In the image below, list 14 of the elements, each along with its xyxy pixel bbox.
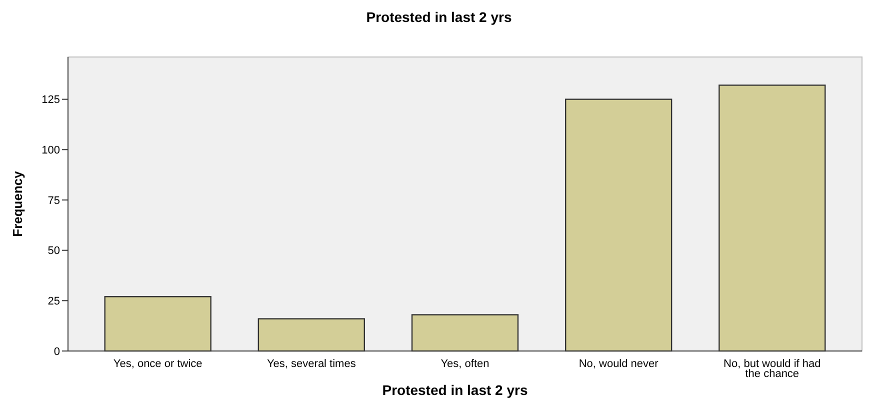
y-tick-label: 50 xyxy=(48,245,60,258)
y-tick-label: 100 xyxy=(42,144,60,156)
chart-title: Protested in last 2 yrs xyxy=(366,9,512,25)
y-tick-label: 25 xyxy=(48,296,60,308)
x-axis-title: Protested in last 2 yrs xyxy=(382,382,528,398)
x-tick-label: No, would never xyxy=(578,358,659,370)
y-tick-label: 0 xyxy=(54,346,60,358)
x-tick-label: Yes, often xyxy=(440,358,490,370)
x-tick-label: Yes, once or twice xyxy=(113,358,202,370)
y-axis-title: Frequency xyxy=(10,170,25,237)
x-tick-label: No, but would if had the chance xyxy=(724,358,821,380)
y-tick-label: 125 xyxy=(42,94,60,106)
x-tick-label: Yes, several times xyxy=(266,358,356,370)
y-tick-label: 75 xyxy=(48,194,60,207)
